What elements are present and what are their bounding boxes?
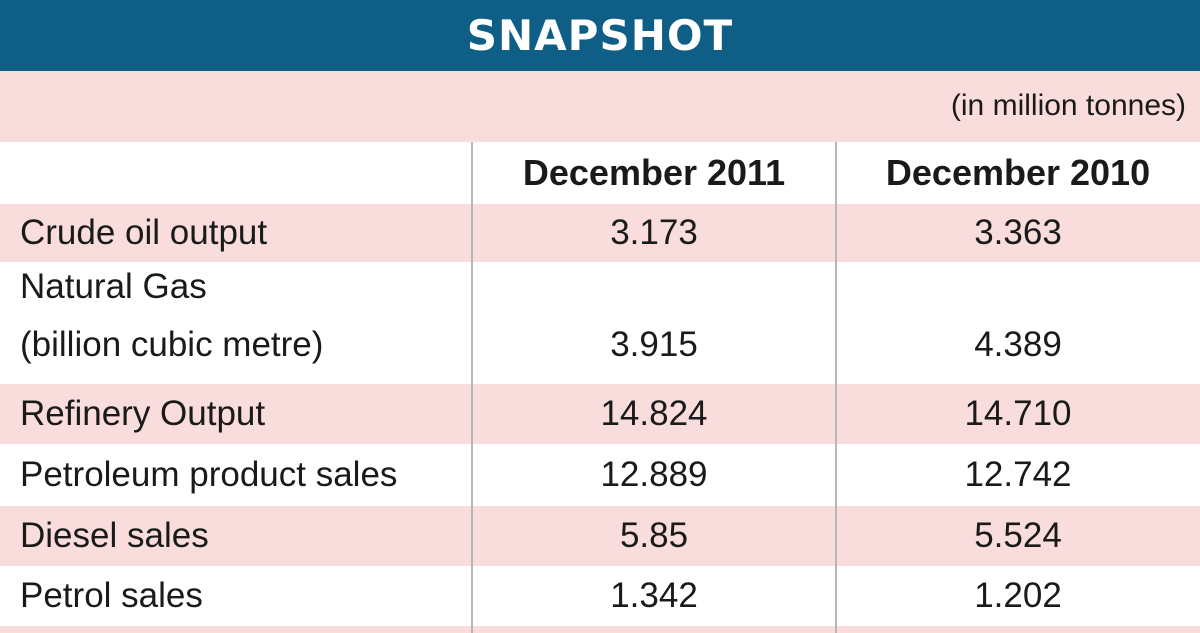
- column-header: December 2011: [522, 152, 786, 193]
- unit-note: (in million tonnes): [950, 89, 1186, 122]
- header-row: December 2011 December 2010: [0, 142, 1200, 204]
- cell-value: 5.524: [974, 516, 1062, 555]
- row-label: Petrol sales: [20, 576, 203, 615]
- cell-value: 14.824: [600, 394, 708, 433]
- cell-value: 3.173: [610, 213, 698, 252]
- table-row: Diesel sales 5.85 5.524: [0, 506, 1200, 566]
- cell-value: 1.202: [974, 576, 1062, 615]
- row-label-multiline: Natural Gas (billion cubic metre): [0, 258, 472, 374]
- row-label: Natural Gas: [20, 267, 207, 306]
- row-label: Refinery Output: [20, 394, 266, 433]
- cell-value: 3.915: [610, 325, 698, 364]
- cell-value: 4.389: [974, 325, 1062, 364]
- bottom-stripe: [0, 626, 1200, 633]
- row-label: Crude oil output: [20, 213, 268, 252]
- cell-value: 3.363: [974, 213, 1062, 252]
- unit-row: (in million tonnes): [0, 71, 1200, 142]
- cell-value: 5.85: [619, 516, 689, 555]
- table-row: Petroleum product sales 12.889 12.742: [0, 444, 1200, 506]
- table-row: Crude oil output 3.173 3.363: [0, 204, 1200, 262]
- cell-value: 1.342: [610, 576, 698, 615]
- table-row: Refinery Output 14.824 14.710: [0, 384, 1200, 444]
- column-header: December 2010: [885, 152, 1151, 193]
- column-divider: [471, 142, 473, 633]
- column-divider: [835, 142, 837, 633]
- row-label: Petroleum product sales: [20, 455, 398, 494]
- cell-value: 14.710: [964, 394, 1072, 433]
- cell-value: 12.889: [600, 455, 708, 494]
- table-row: Natural Gas (billion cubic metre) 3.915 …: [0, 262, 1200, 384]
- title-bar: SNAPSHOT: [0, 0, 1200, 71]
- row-label-sub: (billion cubic metre): [20, 325, 324, 364]
- row-label: Diesel sales: [20, 516, 209, 555]
- cell-value: 12.742: [964, 455, 1072, 494]
- chart-title: SNAPSHOT: [466, 11, 734, 60]
- table-row: Petrol sales 1.342 1.202: [0, 566, 1200, 626]
